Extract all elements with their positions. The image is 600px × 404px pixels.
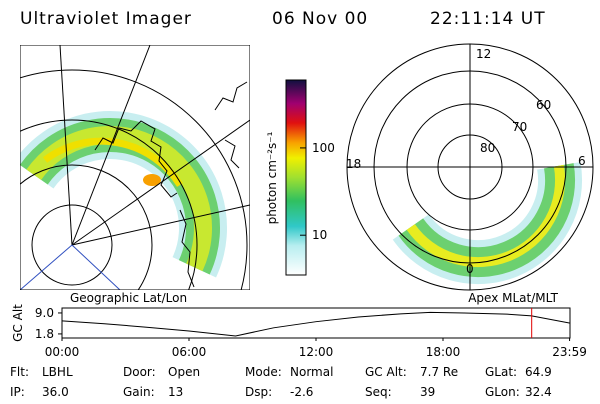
mlt-label: 12 [476, 47, 491, 61]
status-label: Dsp: [245, 385, 272, 399]
plot-frame [61, 307, 571, 339]
status-label: GLon: [485, 385, 520, 399]
status-value: 64.9 [525, 365, 552, 379]
colorbar-tick-label: 100 [312, 141, 335, 155]
x-tick-label: 12:00 [299, 345, 334, 359]
mlat-label: 70 [512, 120, 527, 134]
colorbar [285, 79, 307, 276]
colorbar-label: photon cm⁻²s⁻¹ [265, 131, 279, 224]
y-axis-label: GC Alt [11, 304, 25, 342]
status-value: 32.4 [525, 385, 552, 399]
status-label: GLat: [485, 365, 517, 379]
status-label: GC Alt: [365, 365, 407, 379]
time: 22:11:14 UT [430, 9, 546, 29]
status-value: Normal [290, 365, 333, 379]
status-label: Gain: [123, 385, 155, 399]
status-value: Open [168, 365, 200, 379]
x-tick-label: 18:00 [426, 345, 461, 359]
title: Ultraviolet Imager [20, 9, 192, 29]
status-label: IP: [10, 385, 25, 399]
x-tick-label: 23:59 [552, 345, 587, 359]
right-label: Apex MLat/MLT [468, 291, 558, 305]
x-tick-label: 00:00 [45, 345, 80, 359]
status-label: Flt: [10, 365, 29, 379]
colorbar-tick-label: 10 [312, 228, 327, 242]
status-label: Door: [123, 365, 156, 379]
status-panel: Flt: LBHL Door: Open Mode: Normal GC Alt: 7.7 R… [10, 365, 552, 399]
mlt-label: 18 [346, 157, 361, 171]
status-label: Seq: [365, 385, 392, 399]
status-value: 36.0 [42, 385, 69, 399]
y-tick-label: 9.0 [35, 306, 54, 320]
geographic-image [20, 45, 250, 290]
left-label: Geographic Lat/Lon [70, 291, 187, 305]
polar-image [346, 43, 594, 291]
date: 06 Nov 00 [272, 9, 368, 29]
mlat-label: 60 [536, 98, 551, 112]
altitude-curve [61, 311, 571, 337]
status-value: 39 [420, 385, 435, 399]
y-tick-label: 1.8 [35, 327, 54, 341]
status-label: Mode: [245, 365, 282, 379]
status-value: 13 [168, 385, 183, 399]
status-value: 7.7 Re [420, 365, 458, 379]
mlt-label: 0 [466, 262, 474, 276]
mlat-label: 80 [480, 141, 495, 155]
status-value: -2.6 [290, 385, 313, 399]
x-tick-label: 06:00 [172, 345, 207, 359]
mlt-label: 6 [578, 154, 586, 168]
status-value: LBHL [42, 365, 73, 379]
